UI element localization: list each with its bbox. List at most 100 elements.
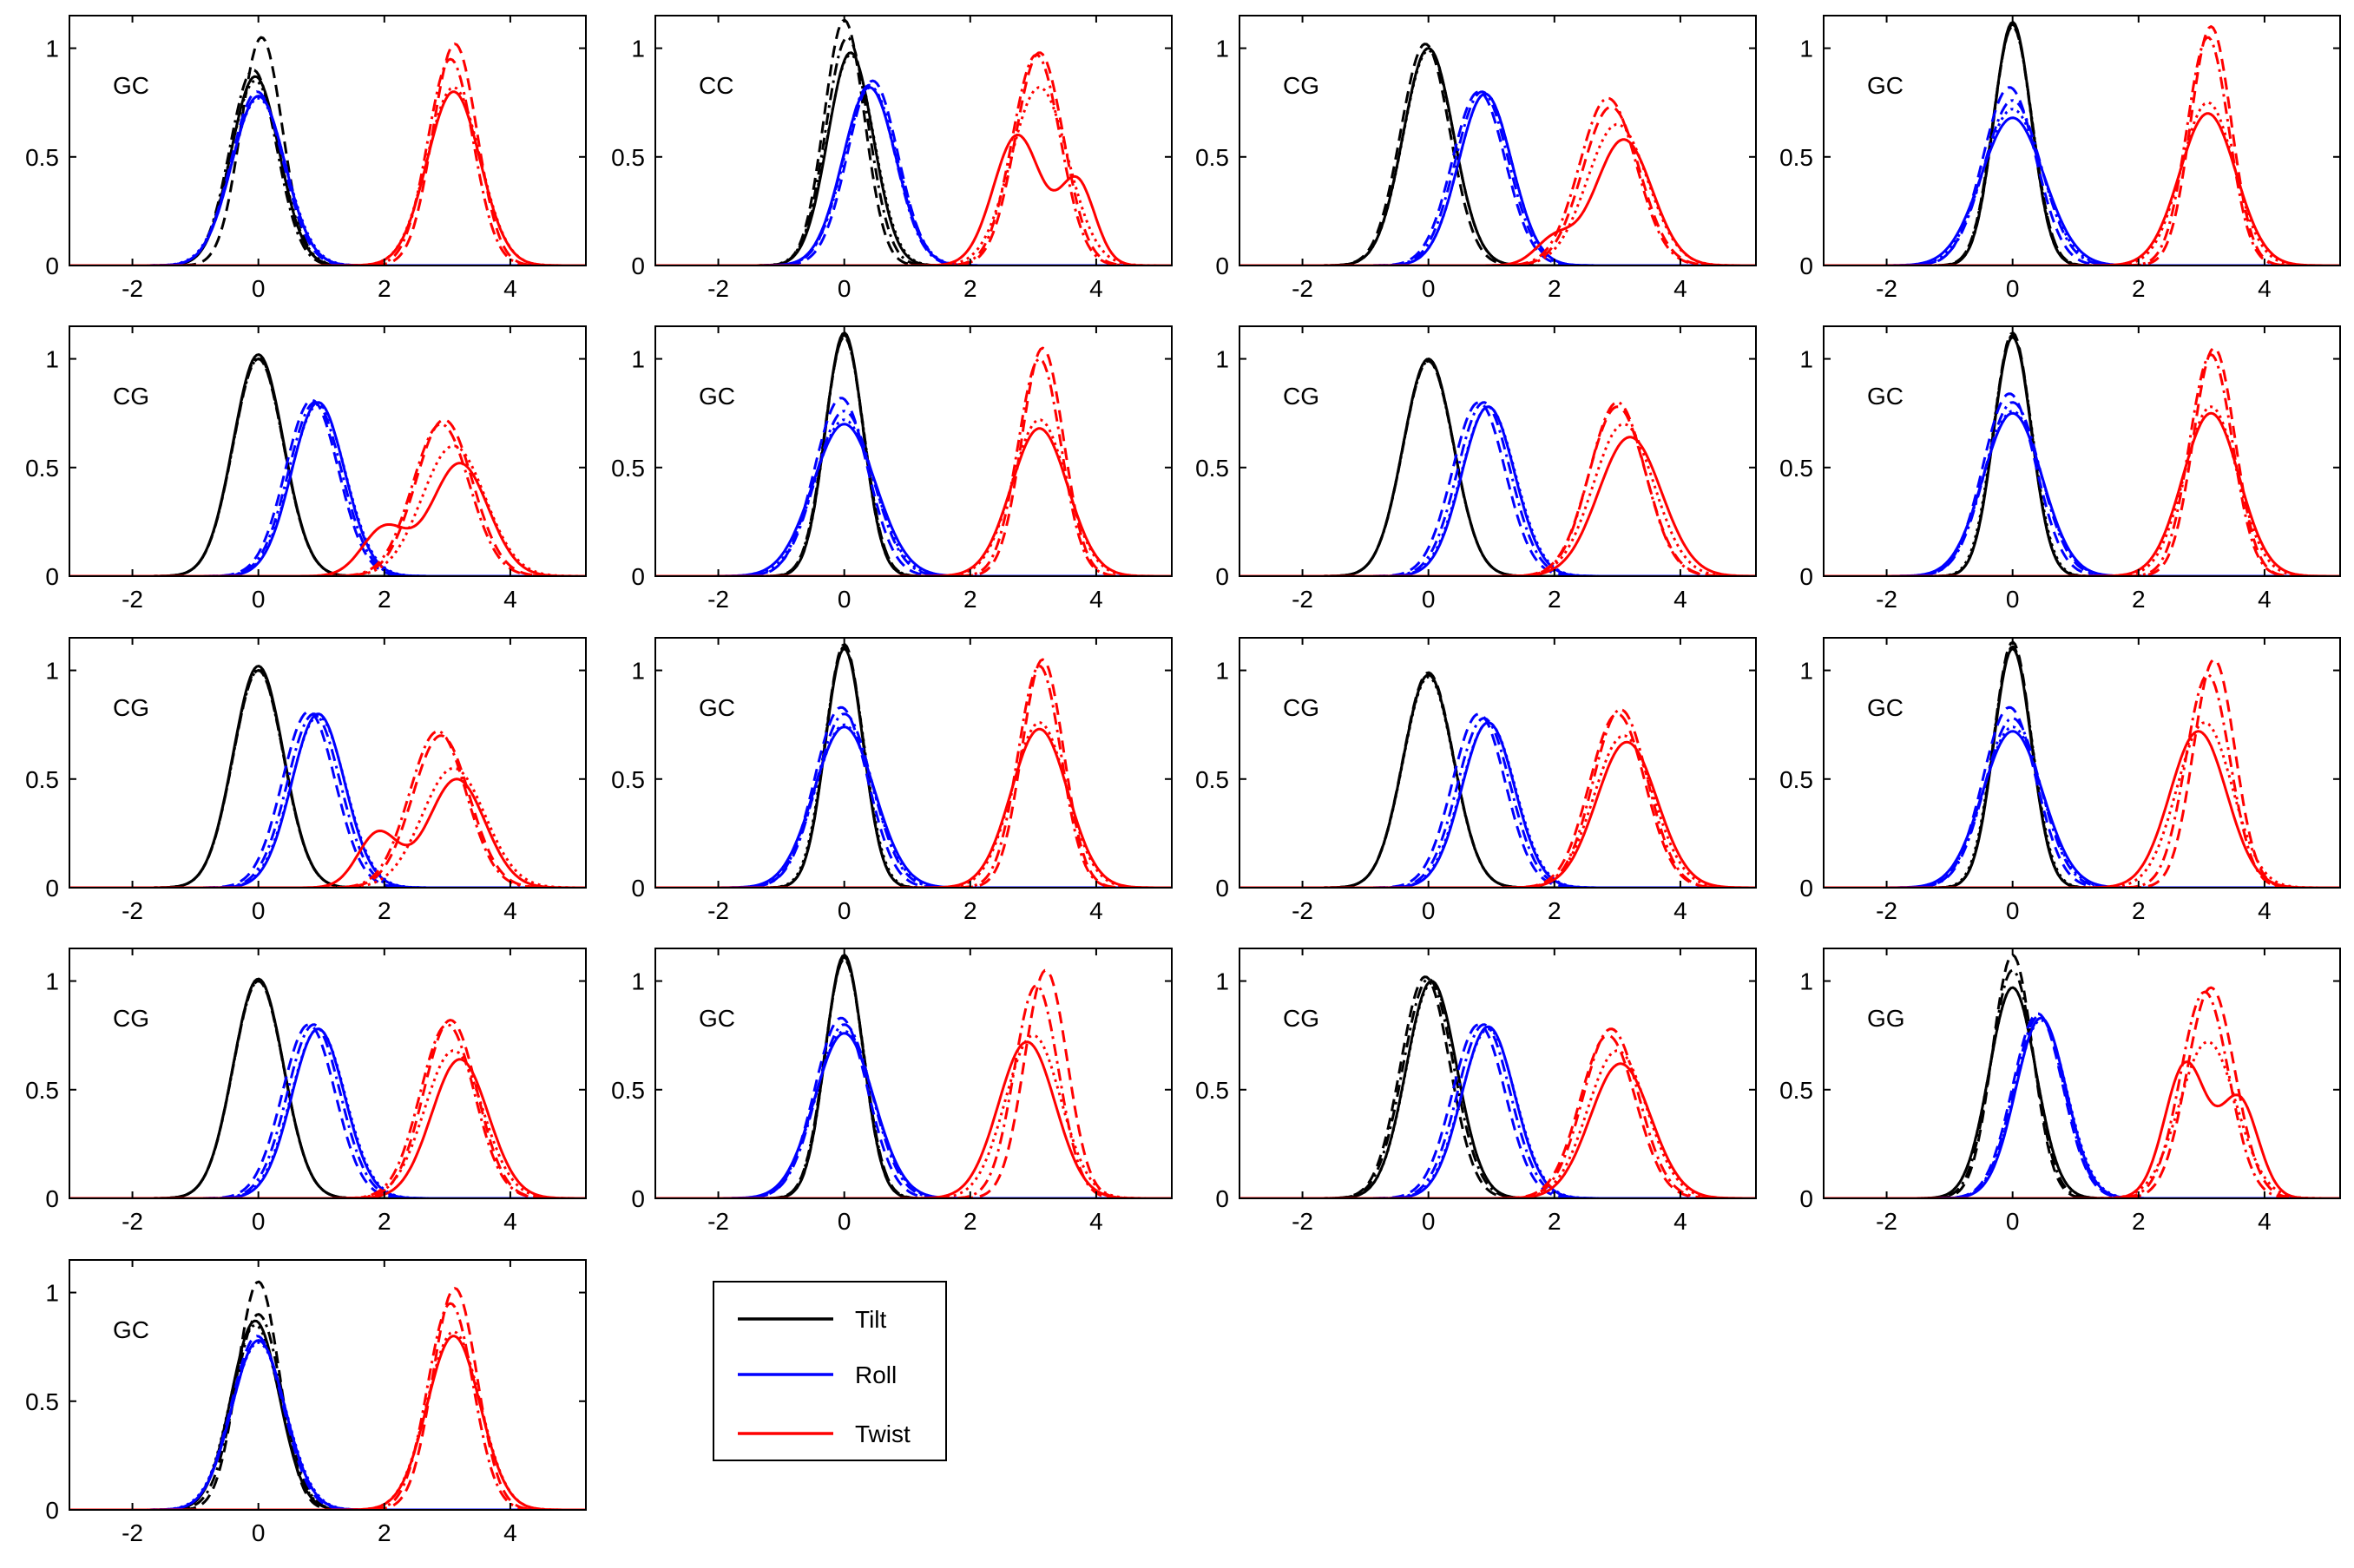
series-roll-dashdot-line (69, 712, 586, 888)
subplot-grid: -2 0 2 4 0 0.5 1 GC -2 0 2 4 0 0.5 1 CC -2 0 2 4 0 0.5 1 CG -2 0 2… (25, 15, 2341, 1546)
series-twist-solid-line (1239, 436, 1756, 576)
series-twist-dashdot-line (1239, 1027, 1756, 1198)
subplot-label: CG (113, 1005, 149, 1032)
x-tick-label: 4 (503, 586, 517, 613)
subplot-frame (1239, 325, 1757, 577)
subplot-label: GC (1867, 383, 1904, 410)
x-tick-label: 2 (963, 275, 977, 302)
x-tick-label: 0 (252, 275, 266, 302)
subplot-label: GC (699, 694, 735, 721)
subplot-label: GC (1867, 72, 1904, 99)
x-tick-label: 4 (1089, 1208, 1103, 1235)
y-tick-label: 0.5 (25, 766, 59, 793)
subplot-10: -2 0 2 4 0 0.5 1 GC (611, 637, 1173, 924)
subplot-label: CG (1283, 1005, 1319, 1032)
series-roll-dashdot-line (1239, 1023, 1756, 1198)
x-tick-label: 4 (1673, 275, 1687, 302)
x-tick-label: 4 (1673, 586, 1687, 613)
legend-box (713, 1281, 947, 1461)
series-twist-dashdot-line (1824, 990, 2340, 1198)
series-roll-dashdot-line (69, 401, 586, 576)
series-twist-dashdot-line (1824, 353, 2340, 576)
y-tick-label: 1 (1215, 658, 1229, 685)
x-tick-label: -2 (122, 897, 143, 924)
x-tick-label: -2 (1876, 275, 1897, 302)
x-tick-label: 2 (1548, 275, 1562, 302)
x-tick-label: 0 (1422, 586, 1436, 613)
series-tilt-dotted-line (1239, 981, 1756, 1198)
subplot-12: -2 0 2 4 0 0.5 1 GC (1779, 637, 2341, 924)
x-tick-label: -2 (1292, 275, 1313, 302)
x-tick-label: 2 (1548, 586, 1562, 613)
y-tick-label: 1 (1799, 346, 1813, 373)
legend-label-roll: Roll (855, 1361, 897, 1388)
series-twist-solid-line (1239, 740, 1756, 888)
subplot-4: -2 0 2 4 0 0.5 1 GC (1779, 15, 2341, 302)
subplot-17: -2 0 2 4 0 0.5 1 GC (25, 1259, 587, 1546)
y-tick-label: 1 (45, 346, 59, 373)
y-tick-label: 0 (631, 563, 645, 590)
subplot-frame (69, 1259, 587, 1511)
series-twist-dashed-line (655, 346, 1172, 576)
x-tick-label: 2 (378, 897, 391, 924)
subplot-14: -2 0 2 4 0 0.5 1 GC (611, 948, 1173, 1235)
series-twist-dashed-line (69, 418, 586, 576)
subplot-label: GC (1867, 694, 1904, 721)
x-tick-label: 2 (963, 586, 977, 613)
x-tick-label: 2 (963, 897, 977, 924)
x-tick-label: -2 (707, 897, 729, 924)
x-tick-label: 0 (2006, 897, 2020, 924)
series-twist-dotted-line (1239, 1049, 1756, 1198)
series-roll-dashed-line (1239, 712, 1756, 888)
subplot-label: GC (113, 72, 149, 99)
series-roll-dashed-line (1239, 1023, 1756, 1198)
subplot-frame (1823, 637, 2341, 889)
series-roll-dotted-line (1239, 405, 1756, 576)
series-roll-solid-line (1239, 1025, 1756, 1198)
x-tick-label: 4 (2258, 275, 2272, 302)
series-tilt-dashed-line (69, 36, 586, 266)
series-roll-dotted-line (655, 418, 1172, 576)
x-tick-label: 4 (2258, 897, 2272, 924)
series-tilt-dotted-line (1824, 986, 2340, 1198)
subplot-6: -2 0 2 4 0 0.5 1 GC (611, 325, 1173, 613)
y-tick-label: 0.5 (611, 1077, 645, 1104)
x-tick-label: -2 (1876, 586, 1897, 613)
x-tick-label: 0 (1422, 275, 1436, 302)
series-twist-dashed-line (655, 51, 1172, 266)
x-tick-label: 2 (378, 1208, 391, 1235)
series-roll-dotted-line (1239, 1027, 1756, 1198)
series-twist-dashed-line (1824, 986, 2340, 1198)
y-tick-label: 0.5 (25, 1388, 59, 1415)
legend-label-twist: Twist (855, 1420, 911, 1447)
series-twist-solid-line (1239, 1062, 1756, 1198)
subplot-curves (1824, 954, 2340, 1198)
subplot-frame (1823, 15, 2341, 266)
y-tick-label: 0.5 (25, 455, 59, 482)
x-tick-label: 4 (503, 897, 517, 924)
series-twist-solid-line (1824, 112, 2340, 266)
series-twist-dashed-line (1239, 712, 1756, 888)
series-roll-dashed-line (1239, 90, 1756, 266)
y-tick-label: 0.5 (611, 144, 645, 171)
y-tick-label: 0.5 (1779, 144, 1813, 171)
x-tick-label: 2 (2132, 275, 2146, 302)
subplot-8: -2 0 2 4 0 0.5 1 GC (1779, 325, 2341, 613)
y-tick-label: 0 (1215, 1185, 1229, 1212)
series-twist-dashed-line (655, 658, 1172, 888)
y-tick-label: 1 (1215, 36, 1229, 62)
subplot-2: -2 0 2 4 0 0.5 1 CC (611, 15, 1173, 302)
x-tick-label: 4 (2258, 1208, 2272, 1235)
y-tick-label: 1 (631, 658, 645, 685)
series-twist-dashdot-line (655, 53, 1172, 266)
series-tilt-dotted-line (655, 53, 1172, 266)
y-tick-label: 0 (631, 1185, 645, 1212)
x-tick-label: 2 (1548, 1208, 1562, 1235)
y-tick-label: 1 (1799, 968, 1813, 995)
x-tick-label: 2 (378, 586, 391, 613)
series-twist-solid-line (655, 134, 1172, 266)
y-tick-label: 1 (1215, 346, 1229, 373)
x-tick-label: 0 (838, 586, 852, 613)
x-tick-label: -2 (122, 275, 143, 302)
